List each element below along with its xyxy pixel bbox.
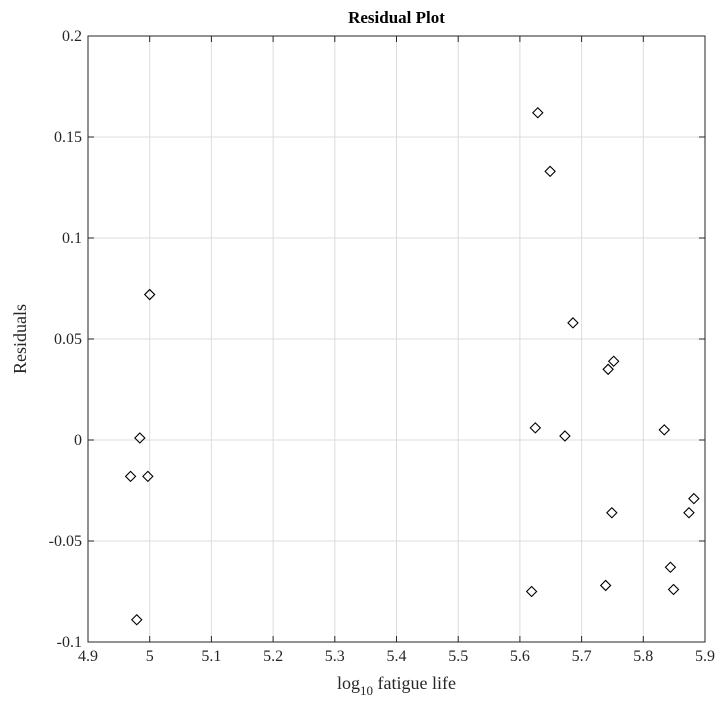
data-point — [142, 470, 154, 483]
x-axis-label: log10 fatigue life — [337, 673, 456, 698]
data-point — [143, 288, 156, 301]
data-point — [664, 561, 677, 574]
y-tick-label: 0.2 — [62, 28, 82, 45]
x-tick-label: 5.9 — [695, 648, 715, 665]
x-tick-label: 5.1 — [201, 648, 221, 665]
x-tick-label: 5.3 — [325, 648, 345, 665]
x-tick-label: 5.4 — [387, 648, 407, 665]
data-point — [559, 430, 571, 442]
x-tick-label: 5.7 — [572, 648, 592, 665]
data-point — [607, 355, 620, 367]
y-tick-label: 0.05 — [54, 331, 82, 348]
x-axis-label-rest: fatigue life — [373, 673, 456, 693]
x-tick-label: 5.2 — [263, 648, 283, 665]
data-point — [667, 583, 680, 596]
data-point — [130, 614, 143, 626]
x-tick-label: 4.9 — [78, 648, 98, 665]
data-point — [567, 317, 579, 329]
axis-ticks: 4.9 5 5.1 5.2 5.3 5.4 5.5 5.6 5.7 5.8 5.9 -0.1 -0.05… — [49, 28, 715, 665]
x-tick-label: 5.5 — [448, 648, 468, 665]
data-point — [532, 106, 544, 119]
y-tick-label: 0.1 — [62, 230, 82, 247]
data-point — [599, 579, 612, 592]
y-tick-label: 0.15 — [54, 129, 82, 146]
data-point — [658, 424, 671, 436]
y-tick-label: -0.05 — [49, 533, 82, 550]
x-axis-label-subscript: 10 — [360, 683, 373, 698]
data-point — [602, 363, 614, 376]
data-point — [525, 585, 538, 598]
y-axis-label: Residuals — [10, 304, 30, 374]
x-tick-label: 5.8 — [633, 648, 653, 665]
data-markers — [124, 106, 700, 626]
x-tick-label: 5.6 — [510, 648, 530, 665]
y-tick-label: 0 — [74, 432, 82, 449]
data-point — [544, 165, 556, 178]
y-tick-label: -0.1 — [57, 634, 82, 651]
data-point — [688, 492, 700, 505]
data-point — [683, 506, 695, 519]
data-point — [529, 422, 542, 434]
data-point — [134, 432, 146, 444]
grid-lines — [88, 36, 705, 642]
data-point — [606, 506, 618, 519]
data-point — [124, 470, 137, 483]
x-tick-label: 5 — [146, 648, 154, 665]
x-axis-label-main: log — [337, 673, 360, 693]
chart-title: Residual Plot — [348, 8, 445, 27]
